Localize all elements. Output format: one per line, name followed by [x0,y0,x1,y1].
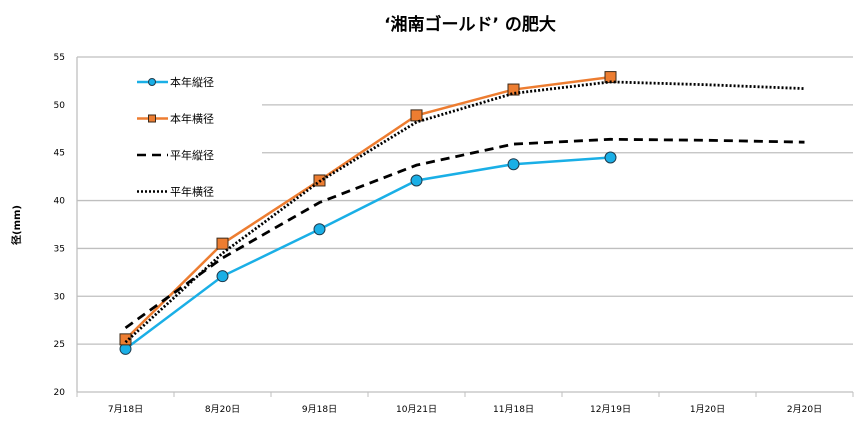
x-tick-label: 10月21日 [396,404,437,415]
x-tick-label: 11月18日 [493,404,534,415]
legend-label: 本年縦径 [170,75,214,89]
y-tick-label: 50 [54,101,66,111]
data-point [604,151,617,164]
series-line [124,80,805,344]
legend-label: 本年横径 [170,112,214,126]
x-tick-label: 1月20日 [690,404,725,415]
legend-label: 平年横径 [170,185,214,199]
data-point [410,174,423,187]
chart-title: ‘湘南ゴールド’ の肥大 [384,14,556,35]
x-tick-label: 9月18日 [302,404,337,415]
series-line [124,75,611,341]
y-tick-label: 40 [54,197,66,207]
legend-marker [148,114,156,123]
x-tick-label: 8月20日 [205,404,240,415]
data-point [507,83,520,96]
series-line [124,137,805,330]
y-tick-label: 35 [54,244,65,254]
data-point [119,333,132,346]
data-point [507,158,520,171]
y-tick-label: 20 [54,388,66,398]
legend-marker [148,78,156,86]
x-tick-label: 2月20日 [787,404,822,415]
y-tick-label: 55 [54,53,65,63]
x-tick-label: 7月18日 [108,404,143,415]
data-point [216,237,229,250]
y-tick-label: 30 [54,292,66,302]
data-point [313,223,326,236]
legend-label: 平年縦径 [170,148,214,162]
x-tick-label: 12月19日 [590,404,631,415]
y-axis-label: 径(mm) [10,205,23,245]
data-point [216,270,229,283]
series-line [124,156,611,350]
y-tick-label: 45 [54,149,65,159]
data-point [410,109,423,122]
y-tick-label: 25 [54,340,65,350]
